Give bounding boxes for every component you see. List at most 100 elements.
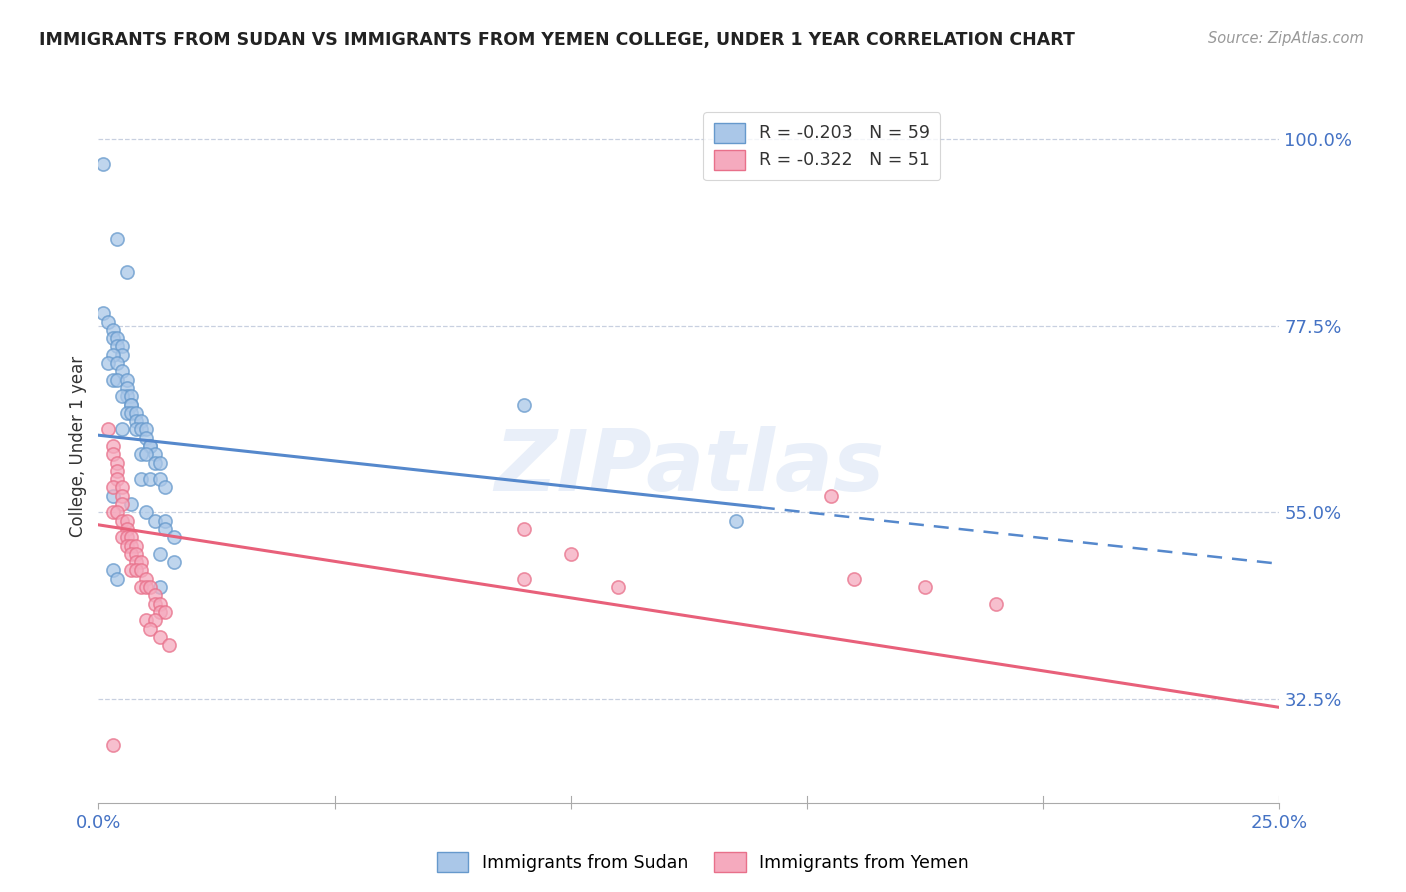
Point bbox=[111, 348, 134, 362]
Point bbox=[101, 481, 124, 495]
Point bbox=[143, 588, 166, 602]
Point bbox=[121, 547, 143, 561]
Legend: Immigrants from Sudan, Immigrants from Yemen: Immigrants from Sudan, Immigrants from Y… bbox=[430, 845, 976, 879]
Point bbox=[139, 580, 162, 594]
Point bbox=[149, 472, 172, 486]
Point bbox=[121, 497, 143, 511]
Point bbox=[844, 572, 866, 586]
Point bbox=[153, 481, 176, 495]
Point bbox=[149, 605, 172, 619]
Point bbox=[101, 564, 124, 578]
Text: IMMIGRANTS FROM SUDAN VS IMMIGRANTS FROM YEMEN COLLEGE, UNDER 1 YEAR CORRELATION: IMMIGRANTS FROM SUDAN VS IMMIGRANTS FROM… bbox=[39, 31, 1076, 49]
Point bbox=[149, 580, 172, 594]
Point bbox=[115, 389, 138, 403]
Point bbox=[105, 572, 128, 586]
Point bbox=[121, 539, 143, 553]
Point bbox=[820, 489, 842, 503]
Point bbox=[121, 389, 143, 403]
Point bbox=[111, 489, 134, 503]
Point bbox=[101, 373, 124, 387]
Point bbox=[115, 373, 138, 387]
Point bbox=[115, 522, 138, 536]
Point bbox=[105, 464, 128, 478]
Point bbox=[111, 514, 134, 528]
Legend: R = -0.203   N = 59, R = -0.322   N = 51: R = -0.203 N = 59, R = -0.322 N = 51 bbox=[703, 112, 941, 180]
Point bbox=[105, 373, 128, 387]
Point bbox=[125, 414, 148, 428]
Point bbox=[153, 522, 176, 536]
Point bbox=[121, 397, 143, 411]
Point bbox=[115, 514, 138, 528]
Point bbox=[97, 314, 120, 328]
Text: Source: ZipAtlas.com: Source: ZipAtlas.com bbox=[1208, 31, 1364, 46]
Y-axis label: College, Under 1 year: College, Under 1 year bbox=[69, 355, 87, 537]
Point bbox=[115, 381, 138, 395]
Point bbox=[125, 555, 148, 569]
Point bbox=[105, 331, 128, 345]
Point bbox=[101, 348, 124, 362]
Point bbox=[111, 339, 134, 353]
Point bbox=[121, 406, 143, 420]
Point bbox=[125, 406, 148, 420]
Point bbox=[105, 339, 128, 353]
Point bbox=[111, 364, 134, 378]
Point bbox=[129, 580, 152, 594]
Point bbox=[125, 539, 148, 553]
Point bbox=[101, 323, 124, 337]
Point bbox=[153, 605, 176, 619]
Point bbox=[143, 447, 166, 461]
Point bbox=[163, 555, 186, 569]
Point bbox=[139, 439, 162, 453]
Point bbox=[115, 265, 138, 279]
Point bbox=[105, 505, 128, 519]
Point bbox=[111, 530, 134, 544]
Point bbox=[125, 547, 148, 561]
Point bbox=[129, 422, 152, 436]
Point bbox=[129, 555, 152, 569]
Point bbox=[143, 456, 166, 470]
Point bbox=[163, 530, 186, 544]
Point bbox=[135, 505, 157, 519]
Point bbox=[129, 472, 152, 486]
Point bbox=[512, 572, 534, 586]
Point bbox=[105, 356, 128, 370]
Point bbox=[121, 530, 143, 544]
Point bbox=[149, 456, 172, 470]
Point bbox=[91, 157, 114, 171]
Point bbox=[149, 597, 172, 611]
Point bbox=[135, 613, 157, 627]
Point bbox=[143, 514, 166, 528]
Point bbox=[111, 481, 134, 495]
Point bbox=[914, 580, 936, 594]
Point bbox=[143, 613, 166, 627]
Point bbox=[125, 564, 148, 578]
Point bbox=[121, 397, 143, 411]
Point bbox=[149, 630, 172, 644]
Point bbox=[129, 414, 152, 428]
Point bbox=[101, 738, 124, 752]
Point bbox=[512, 397, 534, 411]
Point bbox=[153, 514, 176, 528]
Point bbox=[129, 447, 152, 461]
Point bbox=[984, 597, 1007, 611]
Point bbox=[135, 580, 157, 594]
Point bbox=[97, 356, 120, 370]
Point bbox=[607, 580, 630, 594]
Point bbox=[139, 439, 162, 453]
Point bbox=[101, 447, 124, 461]
Point bbox=[115, 406, 138, 420]
Point bbox=[101, 505, 124, 519]
Text: ZIPatlas: ZIPatlas bbox=[494, 425, 884, 509]
Point bbox=[101, 439, 124, 453]
Point bbox=[139, 472, 162, 486]
Point bbox=[157, 638, 180, 652]
Point bbox=[135, 447, 157, 461]
Point bbox=[129, 564, 152, 578]
Point bbox=[143, 597, 166, 611]
Point bbox=[105, 456, 128, 470]
Point bbox=[135, 572, 157, 586]
Point bbox=[115, 530, 138, 544]
Point bbox=[111, 422, 134, 436]
Point bbox=[101, 331, 124, 345]
Point bbox=[111, 497, 134, 511]
